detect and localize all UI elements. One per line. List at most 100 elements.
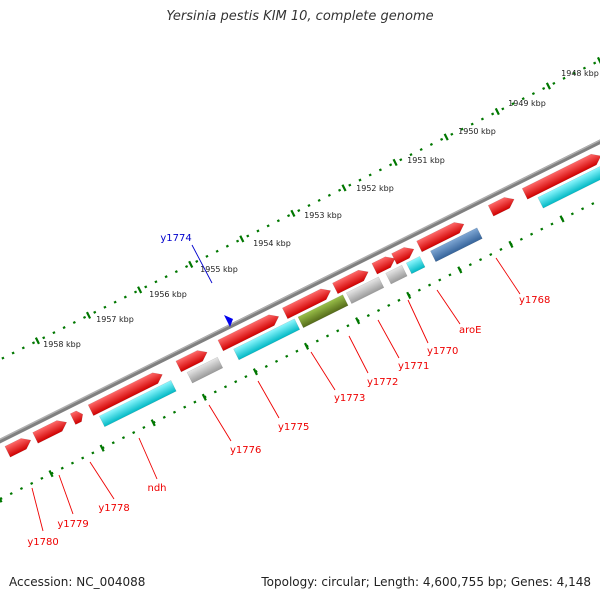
gene-arrow bbox=[217, 314, 280, 352]
gene-block bbox=[345, 276, 385, 304]
scale-dot bbox=[521, 97, 525, 101]
scale-major-tick bbox=[443, 133, 449, 141]
scale-dot bbox=[225, 244, 229, 248]
scale-dot bbox=[103, 305, 107, 309]
scale-major-tick bbox=[85, 311, 92, 319]
inner-scale-dot bbox=[111, 441, 115, 445]
gene-block bbox=[385, 264, 408, 285]
inner-major-tick bbox=[303, 342, 310, 350]
scale-dot bbox=[174, 270, 178, 274]
gene-arrow bbox=[87, 372, 163, 416]
scale-dot bbox=[582, 66, 587, 70]
inner-scale-dot bbox=[213, 390, 217, 394]
gene-arrow bbox=[416, 222, 465, 253]
inner-scale-dot bbox=[162, 415, 166, 419]
gene-arrow bbox=[69, 410, 84, 425]
scale-major-tick bbox=[494, 107, 500, 116]
scale-dot bbox=[378, 168, 382, 172]
scale-dot bbox=[235, 239, 240, 243]
scale-dot bbox=[429, 142, 433, 146]
position-marker-icon bbox=[224, 315, 233, 327]
inner-scale-dot bbox=[489, 253, 493, 257]
gene-leader-line bbox=[89, 461, 115, 500]
gene-label: y1779 bbox=[57, 519, 88, 530]
scale-dot bbox=[287, 214, 291, 218]
scale-dot bbox=[327, 193, 331, 197]
gene-arrow bbox=[282, 288, 332, 320]
gene-block bbox=[405, 255, 426, 275]
scale-dot bbox=[460, 127, 464, 131]
gene-leader-line-blue bbox=[191, 244, 213, 284]
inner-scale-dot bbox=[376, 308, 381, 313]
inner-scale-dot bbox=[366, 314, 370, 318]
inner-major-tick bbox=[0, 495, 3, 503]
kbp-label: 1956 kbp bbox=[149, 290, 187, 299]
inner-scale-dot bbox=[285, 354, 289, 358]
scale-dot bbox=[409, 153, 413, 157]
scale-major-tick bbox=[239, 235, 245, 243]
inner-major-tick bbox=[252, 368, 258, 376]
gene-block bbox=[537, 160, 600, 209]
inner-scale-dot bbox=[223, 385, 228, 389]
scale-dot bbox=[215, 249, 219, 253]
scale-dot bbox=[266, 224, 270, 228]
inner-scale-dot bbox=[30, 481, 34, 485]
scale-dot bbox=[256, 229, 260, 233]
scale-dot bbox=[389, 163, 393, 167]
gene-leader-line bbox=[348, 335, 369, 374]
scale-dot bbox=[368, 173, 372, 177]
scale-dot bbox=[338, 188, 342, 192]
gene-label: y1776 bbox=[230, 445, 261, 456]
scale-dot bbox=[31, 341, 36, 345]
kbp-label: 1949 kbp bbox=[508, 99, 546, 108]
scale-dot bbox=[491, 112, 495, 116]
inner-scale-dot bbox=[264, 364, 268, 368]
gene-label: y1770 bbox=[427, 346, 458, 357]
inner-scale-dot bbox=[70, 461, 75, 465]
inner-major-tick bbox=[48, 470, 54, 478]
scale-dot bbox=[62, 326, 66, 330]
gene-block bbox=[98, 380, 177, 428]
scale-dot bbox=[562, 76, 566, 80]
kbp-label: 1953 kbp bbox=[304, 211, 342, 220]
kbp-label: 1950 kbp bbox=[458, 127, 496, 136]
scale-dot bbox=[307, 203, 311, 208]
inner-major-tick bbox=[201, 393, 207, 401]
gene-leader-line bbox=[31, 487, 44, 532]
scale-major-tick bbox=[290, 209, 296, 218]
scale-dot bbox=[358, 178, 362, 182]
gene-leader-line bbox=[310, 351, 336, 391]
scale-major-tick bbox=[545, 82, 551, 90]
inner-scale-dot bbox=[478, 258, 483, 262]
gene-block bbox=[233, 318, 301, 361]
gene-block bbox=[430, 227, 483, 263]
gene-block bbox=[297, 294, 349, 329]
scale-dot bbox=[450, 132, 454, 136]
inner-major-tick bbox=[406, 291, 412, 299]
kbp-label: 1954 kbp bbox=[253, 239, 291, 248]
inner-scale-dot bbox=[519, 237, 523, 241]
scale-dot bbox=[72, 320, 76, 325]
scale-dot bbox=[480, 117, 484, 121]
scale-dot bbox=[572, 71, 576, 75]
gene-label: y1773 bbox=[334, 393, 365, 404]
scale-dot bbox=[93, 310, 97, 314]
inner-scale-dot bbox=[346, 324, 350, 328]
inner-scale-dot bbox=[530, 232, 534, 236]
inner-scale-dot bbox=[142, 425, 146, 429]
kbp-label: 1951 kbp bbox=[407, 156, 445, 165]
scale-dot bbox=[1, 356, 5, 360]
gene-label: y1772 bbox=[367, 377, 398, 388]
gene-leader-line bbox=[407, 299, 429, 344]
scale-dot bbox=[531, 92, 535, 96]
scale-dot bbox=[164, 275, 168, 279]
gene-leader-line bbox=[257, 380, 280, 419]
inner-scale-dot bbox=[9, 492, 13, 496]
scale-dot bbox=[195, 259, 199, 263]
inner-major-tick bbox=[457, 266, 463, 274]
inner-scale-dot bbox=[295, 349, 299, 353]
genome-strip bbox=[0, 56, 600, 503]
gene-label: y1780 bbox=[27, 537, 58, 548]
scale-dot bbox=[297, 209, 301, 213]
